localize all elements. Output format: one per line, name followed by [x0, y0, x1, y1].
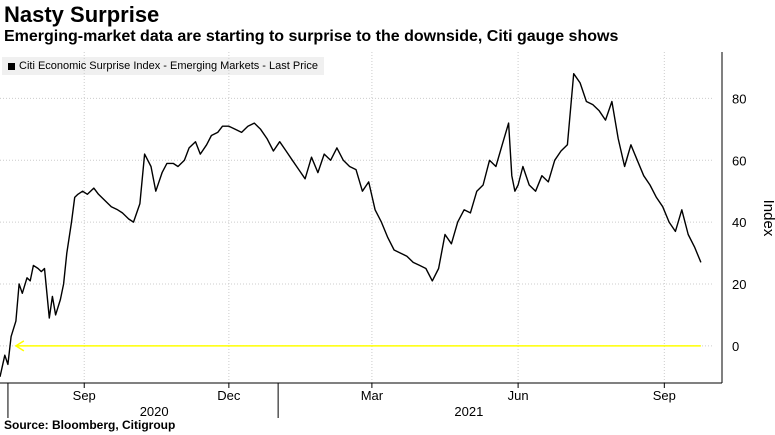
x-tick-label: Sep [73, 388, 96, 403]
y-tick-label: 0 [732, 339, 739, 354]
x-tick-label: Sep [653, 388, 676, 403]
y-axis-label: Index [760, 200, 775, 237]
x-tick-label: Jun [508, 388, 529, 403]
source-note: Source: Bloomberg, Citigroup [4, 418, 176, 432]
series-line-citi-esi-em [0, 72, 702, 377]
year-label: 2020 [140, 404, 169, 419]
y-tick-label: 40 [732, 215, 746, 230]
zero-arrow-head [14, 340, 25, 352]
legend-swatch [8, 62, 15, 70]
chart-subtitle: Emerging-market data are starting to sur… [4, 28, 619, 45]
chart-title: Nasty Surprise [4, 2, 160, 27]
y-tick-label: 20 [732, 277, 746, 292]
x-tick-label: Mar [361, 388, 384, 403]
y-tick-label: 60 [732, 153, 746, 168]
y-tick-label: 80 [732, 91, 746, 106]
x-tick-label: Dec [217, 388, 241, 403]
year-label: 2021 [454, 404, 483, 419]
legend: Citi Economic Surprise Index - Emerging … [2, 57, 324, 75]
legend-label: Citi Economic Surprise Index - Emerging … [19, 60, 318, 72]
